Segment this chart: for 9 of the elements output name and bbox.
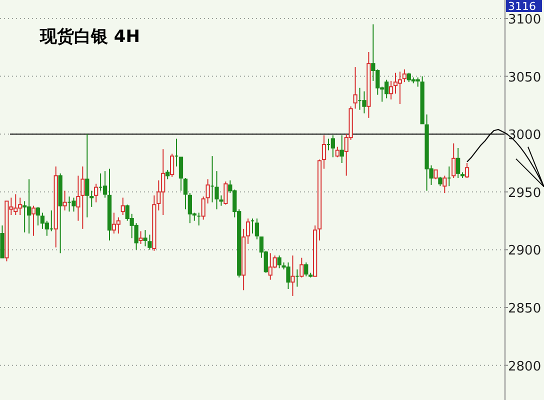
y-tick-label: 2850 [508,302,542,317]
y-tick-label: 3050 [508,70,542,86]
y-tick-label: 2950 [508,186,542,201]
y-tick-label: 3100 [508,12,542,28]
text: 3116 [508,0,536,13]
y-tick-label: 3000 [508,128,542,144]
y-tick-label: 2800 [508,359,542,374]
y-tick-label: 2900 [508,244,542,259]
text: 现货白银 4H [39,27,140,47]
